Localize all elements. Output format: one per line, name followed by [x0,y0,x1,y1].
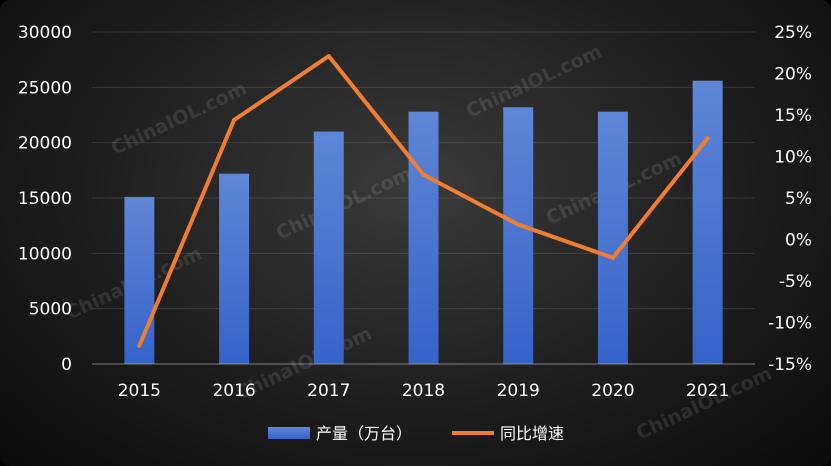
y-right-tick-label: -15% [768,355,812,375]
y-right-tick-label: 5% [785,189,812,209]
x-tick-label: 2016 [212,381,255,401]
line-point [705,136,710,141]
legend-line-label: 同比增速 [500,424,564,443]
bar [313,131,344,364]
legend-bar-label: 产量（万台） [316,424,412,443]
x-tick-label: 2017 [307,381,350,401]
y-left-tick-label: 15000 [18,189,72,209]
line-point [137,343,142,348]
y-right-tick-label: -10% [768,314,812,334]
watermark-text: ChinaIOL.com [108,77,251,159]
y-right-tick-label: -5% [779,272,812,292]
bar [692,80,723,365]
line-series [137,54,710,348]
y-left-tick-label: 0 [61,355,72,375]
y-right-tick-label: 20% [774,65,812,85]
line-point [610,255,615,260]
bar [597,111,628,365]
line-point [326,54,331,59]
x-tick-label: 2018 [402,381,445,401]
watermark-text: ChinaIOL.com [633,362,776,444]
y-right-tick-label: 15% [774,106,812,126]
line-point [421,172,426,177]
y-left-tick-label: 5000 [29,300,72,320]
y-right-tick-label: 25% [774,23,812,43]
x-tick-label: 2015 [118,381,161,401]
line-point [516,222,521,227]
legend: 产量（万台） 同比增速 [268,424,564,443]
x-tick-label: 2020 [591,381,634,401]
x-tick-label: 2021 [686,381,729,401]
watermark-text: ChinaIOL.com [463,40,606,122]
axes: 0 5000 10000 15000 20000 25000 30000 -15% -10% -5… [18,23,812,401]
watermark-text: ChinaIOL.com [273,162,416,244]
line-point [232,117,237,122]
x-tick-label: 2019 [497,381,540,401]
bar-series [124,80,723,365]
y-left-tick-label: 25000 [18,78,72,98]
bar [124,196,155,364]
bar [219,173,250,364]
y-left-tick-label: 30000 [18,23,72,43]
bar [408,111,439,365]
y-right-tick-label: 0% [785,231,812,251]
bar [503,107,534,365]
y-left-tick-label: 20000 [18,134,72,154]
legend-bar-swatch [268,427,310,439]
y-right-tick-label: 10% [774,148,812,168]
y-left-tick-label: 10000 [18,244,72,264]
